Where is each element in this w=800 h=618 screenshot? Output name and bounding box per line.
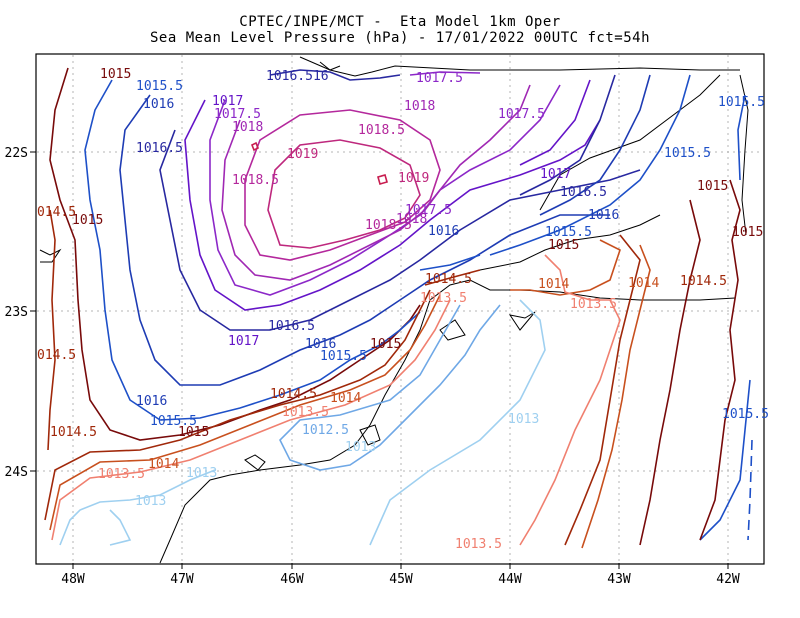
contour-label: 1014.5: [425, 272, 472, 287]
contour-label: 1018.5: [358, 123, 405, 138]
contour-label: 1016.5: [268, 319, 315, 334]
contour-label: 1016.5: [560, 185, 607, 200]
contour-label: 1014: [628, 276, 659, 291]
contour-label: 1015: [697, 179, 728, 194]
contour-label: 1017: [212, 94, 243, 109]
contour-label: 1016: [588, 208, 619, 223]
contour-label: 1017: [540, 167, 571, 182]
contour-label: 1013: [508, 412, 539, 427]
contour-label: 1018: [404, 99, 435, 114]
map-title: CPTEC/INPE/MCT - Eta Model 1km Oper: [239, 14, 561, 30]
lat-tick-label: 23S: [5, 305, 28, 320]
contour-label: 1015: [72, 213, 103, 228]
isobars: [44, 67, 753, 549]
contour-labels: 1015 1015.5 1016 1016.5 1016.516 1017 10…: [37, 67, 769, 552]
contour-label: 1017: [228, 334, 259, 349]
contour-label: 1015: [370, 337, 401, 352]
contour-label: 1016: [305, 337, 336, 352]
contour-label: 1015.5: [150, 414, 197, 429]
contour-label: 1016.5: [136, 141, 183, 156]
lon-tick-label: 45W: [389, 572, 413, 587]
contour-label: 1013: [186, 466, 217, 481]
lon-tick-label: 47W: [170, 572, 194, 587]
contour-label: 1014.5: [270, 387, 317, 402]
lat-tick-label: 24S: [5, 465, 28, 480]
contour-label: 1013.5: [570, 297, 617, 312]
contour-label: 1014.5: [50, 425, 97, 440]
contour-label: 1013.5: [98, 467, 145, 482]
contour-label: 1019: [398, 171, 429, 186]
lat-axis: 22S 23S 24S: [5, 146, 36, 480]
contour-label: 1015.5: [320, 349, 367, 364]
contour-label: 1015.5: [664, 146, 711, 161]
lon-axis: 48W 47W 46W 45W 44W 43W 42W: [61, 563, 740, 587]
contour-label: 1017.5: [498, 107, 545, 122]
lat-tick-label: 22S: [5, 146, 28, 161]
contour-label: 1015.5: [722, 407, 769, 422]
contour-label: 1013.5: [282, 405, 329, 420]
contour-label: 1013.5: [420, 291, 467, 306]
contour-label: 1019: [287, 147, 318, 162]
contour-label: 1015.5: [718, 95, 765, 110]
contour-label: 1018: [396, 212, 427, 227]
contour-label: 014.5: [37, 348, 76, 363]
contour-label: 1015: [732, 225, 763, 240]
contour-label: 1014: [538, 277, 569, 292]
contour-label: 1016: [143, 97, 174, 112]
contour-label: 1015.5: [136, 79, 183, 94]
contour-label: 1015: [548, 238, 579, 253]
contour-label: 1013: [135, 494, 166, 509]
contour-label: 1015: [100, 67, 131, 82]
contour-label: 1012.5: [302, 423, 349, 438]
contour-label: 1016.516: [266, 69, 329, 84]
lon-tick-label: 43W: [607, 572, 631, 587]
contour-label: 1014: [148, 457, 179, 472]
map-frame: [35, 53, 765, 565]
lon-tick-label: 44W: [498, 572, 522, 587]
contour-label: 1017.5: [405, 203, 452, 218]
lon-tick-label: 46W: [280, 572, 304, 587]
lon-tick-label: 48W: [61, 572, 85, 587]
coastline: [39, 56, 749, 564]
contour-label: 1018: [232, 120, 263, 135]
contour-label: 1016: [136, 394, 167, 409]
map-subtitle: Sea Mean Level Pressure (hPa) - 17/01/20…: [149, 30, 650, 46]
contour-label: 1017.5: [214, 107, 261, 122]
contour-label: 1014: [330, 391, 361, 406]
contour-label: 1014.5: [680, 274, 727, 289]
contour-label: 1015.5: [545, 225, 592, 240]
contour-label: 014.5: [37, 205, 76, 220]
contour-label: 1018.5: [232, 173, 279, 188]
grid-lines: [37, 55, 763, 563]
contour-label: 1015: [178, 425, 209, 440]
contour-label: 1018.5: [365, 218, 412, 233]
lon-tick-label: 42W: [716, 572, 740, 587]
contour-label: 1013: [345, 440, 376, 455]
contour-label: 1013.5: [455, 537, 502, 552]
contour-label: 1017.5: [416, 71, 463, 86]
contour-label: 1016: [428, 224, 459, 239]
